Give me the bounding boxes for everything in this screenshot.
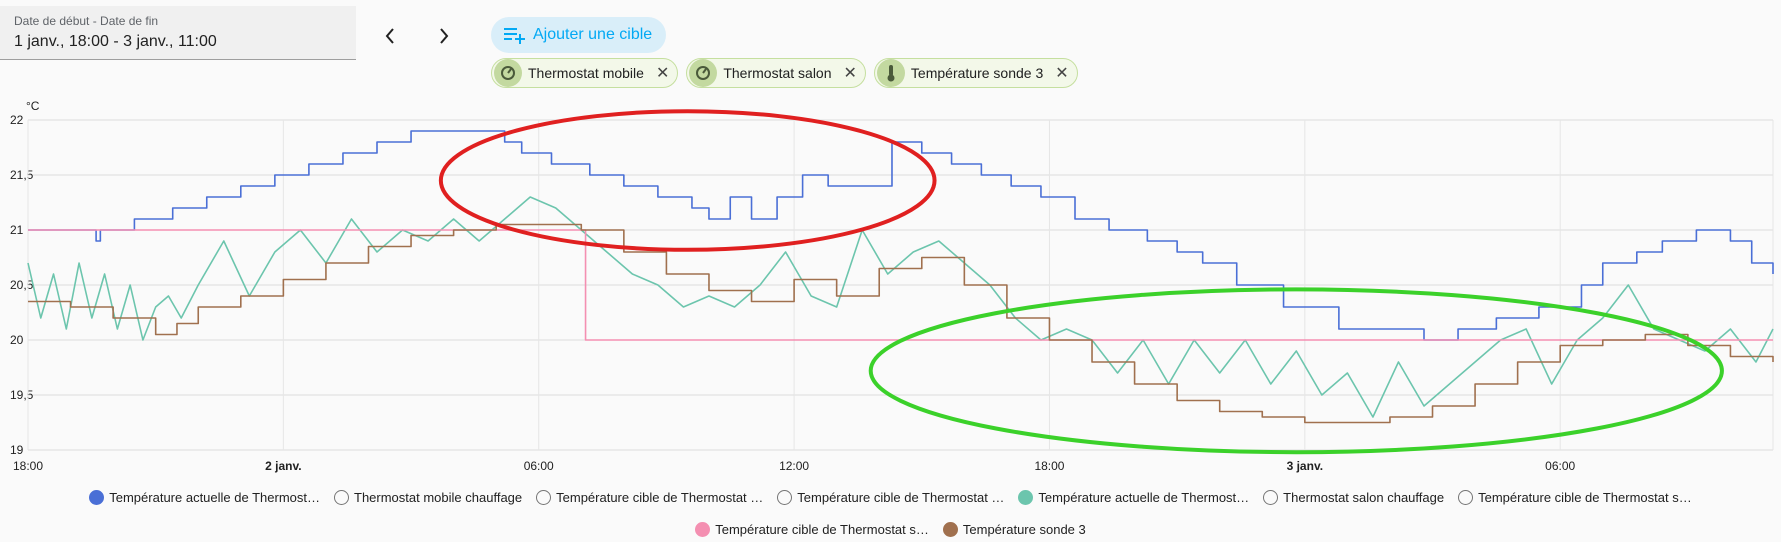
y-tick-label: 22: [10, 113, 24, 127]
x-tick-label: 3 janv.: [1287, 459, 1323, 473]
y-tick-label: 21: [10, 223, 24, 237]
close-icon[interactable]: ✕: [655, 65, 670, 82]
legend-label: Température cible de Thermostat …: [797, 490, 1005, 505]
close-icon[interactable]: ✕: [1055, 65, 1069, 82]
legend-marker: [89, 490, 105, 505]
x-tick-label: 06:00: [1545, 459, 1575, 473]
legend-item[interactable]: Température cible de Thermostat s…: [1458, 490, 1692, 505]
y-axis-unit: °C: [26, 99, 40, 113]
legend-label: Thermostat salon chauffage: [1283, 490, 1445, 505]
legend-item[interactable]: Température cible de Thermostat …: [536, 490, 763, 505]
next-period-button[interactable]: [426, 18, 462, 54]
legend-marker: [1018, 490, 1034, 505]
legend-item[interactable]: Température cible de Thermostat s…: [695, 522, 929, 537]
thermostat-icon: [494, 59, 522, 87]
date-range-label: Date de début - Date de fin: [14, 14, 159, 28]
annotation-ellipse-2: [868, 287, 1724, 455]
x-tick-label: 2 janv.: [265, 459, 301, 473]
playlist-plus-icon: [504, 28, 525, 44]
y-tick-label: 19: [10, 443, 24, 457]
legend-marker: [1458, 490, 1474, 505]
legend-marker: [777, 490, 793, 505]
chip-thermostat-mobile[interactable]: Thermostat mobile ✕: [491, 58, 679, 88]
legend-item[interactable]: Température actuelle de Thermost…: [89, 490, 320, 505]
date-range-value: 1 janv., 18:00 - 3 janv., 11:00: [14, 33, 217, 50]
add-target-button[interactable]: Ajouter une cible: [491, 17, 667, 53]
add-target-label: Ajouter une cible: [533, 26, 653, 43]
chevron-right-icon: [440, 28, 449, 44]
target-chip-list: Thermostat mobile ✕ Thermostat salon ✕ T…: [491, 58, 1078, 88]
chip-label: Thermostat mobile: [528, 65, 644, 81]
series-line-0: [28, 130, 1774, 341]
legend-marker: [942, 522, 958, 537]
x-tick-label: 18:00: [1034, 459, 1064, 473]
chart-legend: Température cible de Thermostat s… Tempér…: [0, 522, 1781, 537]
legend-item[interactable]: Thermostat salon chauffage: [1263, 490, 1444, 505]
y-tick-label: 20,5: [10, 278, 34, 292]
legend-marker: [334, 490, 349, 505]
legend-item[interactable]: Thermostat mobile chauffage: [334, 490, 522, 505]
legend-label: Thermostat mobile chauffage: [354, 490, 523, 505]
legend-item[interactable]: Température actuelle de Thermost…: [1018, 490, 1249, 505]
legend-item[interactable]: Température sonde 3: [942, 522, 1086, 537]
thermometer-icon: [876, 59, 905, 87]
close-icon[interactable]: ✕: [843, 65, 857, 82]
x-tick-label: 18:00: [13, 459, 43, 473]
chart-legend: Température actuelle de Thermost… Thermos…: [0, 490, 1781, 505]
legend-label: Température sonde 3: [962, 522, 1086, 537]
previous-period-button[interactable]: [372, 18, 408, 54]
series-line-4: [27, 196, 1774, 418]
legend-label: Température cible de Thermostat s…: [715, 522, 929, 537]
legend-marker: [1263, 490, 1279, 505]
y-tick-label: 21,5: [10, 168, 34, 182]
chip-temperature-sonde-3[interactable]: Température sonde 3 ✕: [873, 58, 1078, 88]
y-tick-label: 20: [10, 333, 24, 347]
chip-label: Thermostat salon: [723, 65, 832, 81]
chip-thermostat-salon[interactable]: Thermostat salon ✕: [686, 58, 866, 88]
date-range-picker[interactable]: Date de début - Date de fin 1 janv., 18:…: [0, 6, 356, 60]
annotation-ellipse-1: [438, 109, 937, 252]
x-tick-label: 12:00: [779, 459, 809, 473]
legend-marker: [695, 522, 711, 537]
x-tick-label: 06:00: [524, 459, 554, 473]
series-line-8: [28, 223, 1774, 424]
legend-label: Température cible de Thermostat …: [556, 490, 764, 505]
legend-label: Température actuelle de Thermost…: [1038, 490, 1250, 505]
chip-label: Température sonde 3: [910, 65, 1044, 81]
legend-label: Température cible de Thermostat s…: [1478, 490, 1692, 505]
thermostat-icon: [689, 59, 718, 87]
y-tick-label: 19,5: [10, 388, 34, 402]
legend-marker: [536, 490, 552, 505]
legend-label: Température actuelle de Thermost…: [109, 490, 320, 505]
legend-item[interactable]: Température cible de Thermostat …: [777, 490, 1004, 505]
history-chart: °C22 21,5 21 20,5 20 19,5 19 18:00 2 janv. 06:00 1…: [10, 99, 1774, 473]
chevron-left-icon: [385, 28, 394, 44]
